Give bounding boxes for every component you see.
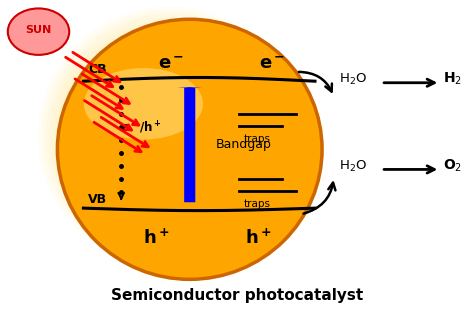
- Text: Bandgap: Bandgap: [216, 138, 272, 151]
- Text: $\mathbf{h^+}$: $\mathbf{h^+}$: [245, 229, 272, 248]
- Text: H$_2$: H$_2$: [443, 71, 462, 87]
- Ellipse shape: [57, 19, 322, 279]
- Text: Semiconductor photocatalyst: Semiconductor photocatalyst: [111, 288, 363, 303]
- Text: $\mathbf{e^-}$: $\mathbf{e^-}$: [259, 55, 285, 73]
- Text: SUN: SUN: [26, 25, 52, 35]
- Text: traps: traps: [244, 133, 271, 144]
- Text: VB: VB: [88, 193, 107, 206]
- Text: $\mathbf{h^+}$: $\mathbf{h^+}$: [143, 229, 170, 248]
- Ellipse shape: [84, 68, 203, 140]
- Text: O$_2$: O$_2$: [443, 157, 462, 174]
- Text: $\mathbf{e^-}$: $\mathbf{e^-}$: [158, 55, 184, 73]
- Text: traps: traps: [244, 199, 271, 209]
- Text: H$_2$O: H$_2$O: [338, 158, 367, 174]
- Ellipse shape: [8, 8, 69, 55]
- Text: $\mathbf{e^-/h^+}$: $\mathbf{e^-/h^+}$: [121, 120, 162, 136]
- Text: H$_2$O: H$_2$O: [338, 72, 367, 87]
- Text: CB: CB: [88, 63, 107, 77]
